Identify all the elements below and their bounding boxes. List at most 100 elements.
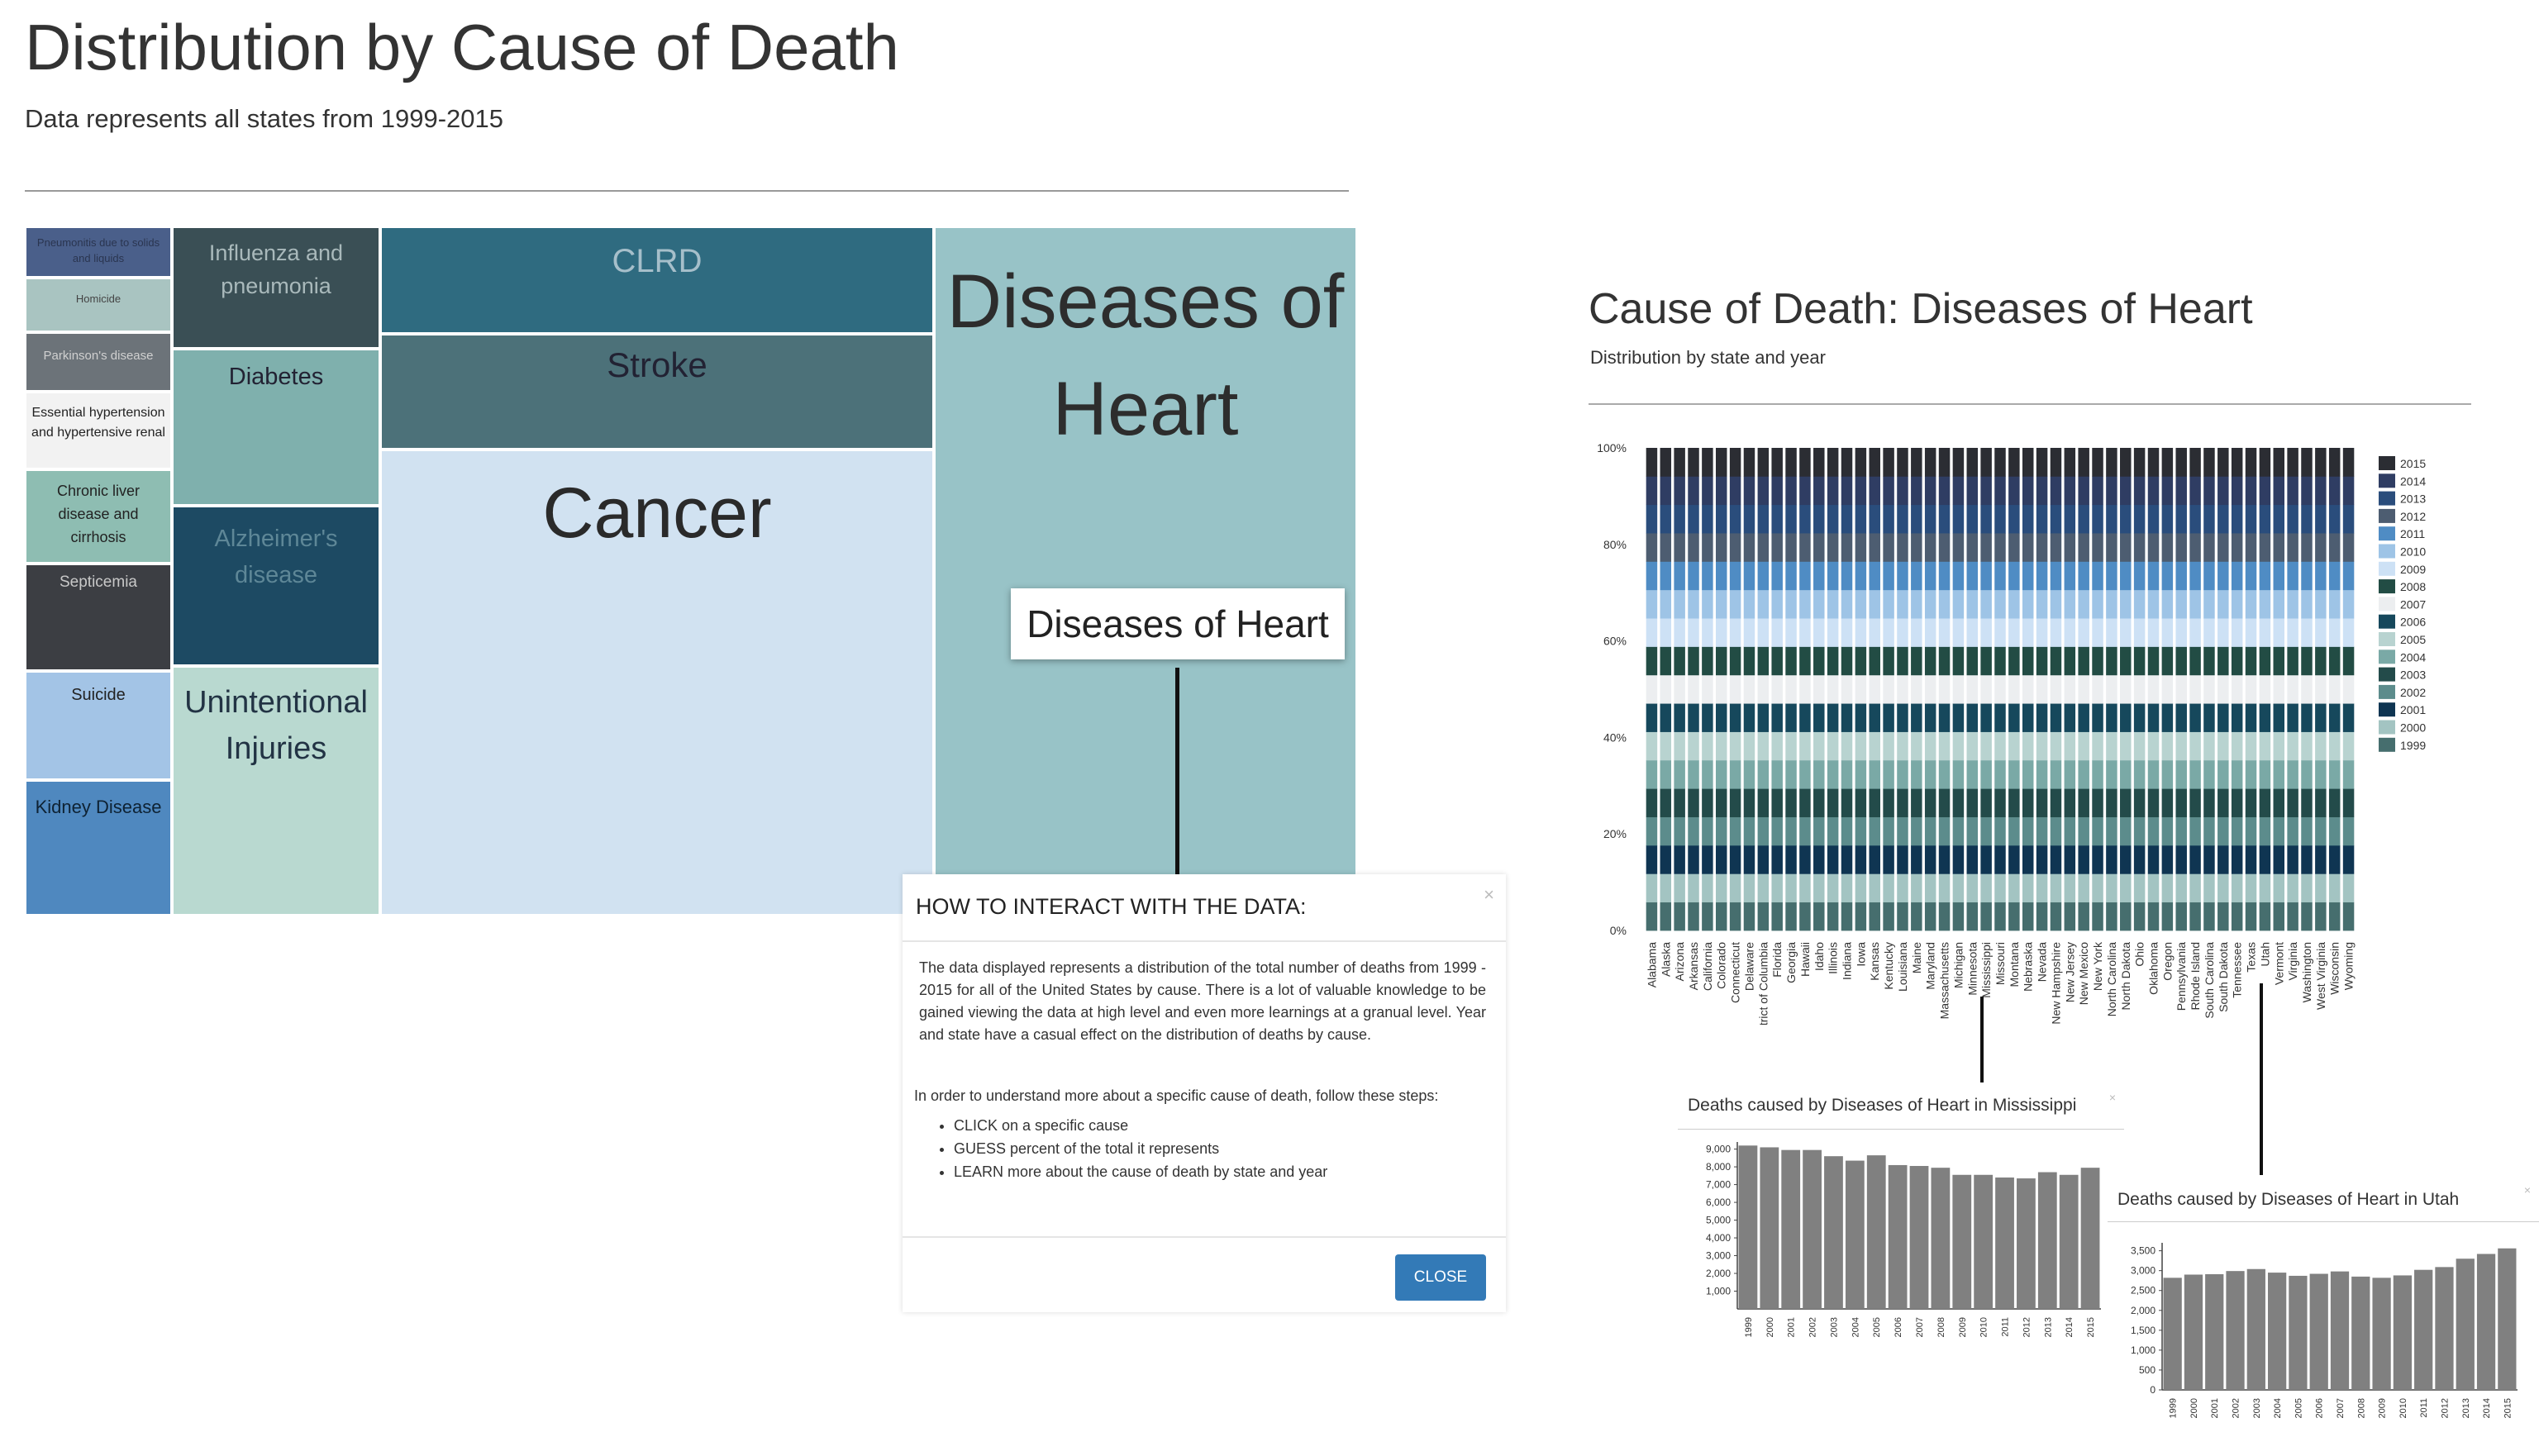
mississippi-close-icon[interactable]: ×: [2108, 1091, 2116, 1104]
y-tick-label: 40%: [1603, 730, 1627, 744]
bar-segment: [1771, 759, 1783, 789]
bar-segment: [2064, 561, 2076, 591]
bar-segment: [1771, 561, 1783, 591]
bar-segment: [1938, 845, 1951, 874]
x-tick-label: 2001: [1787, 1317, 1797, 1337]
bar-segment: [2161, 504, 2174, 534]
bar-segment: [2203, 504, 2215, 534]
bar: [2226, 1271, 2245, 1390]
treemap-tile-pneumonitis[interactable]: Pneumonitis due to solids and liquids: [25, 226, 172, 278]
bar-segment: [1841, 759, 1853, 789]
bar-segment: [1994, 533, 2006, 562]
y-tick-label: 1,000: [1706, 1286, 1731, 1297]
bar-segment: [1938, 448, 1951, 477]
treemap-tile-homicide[interactable]: Homicide: [25, 278, 172, 332]
legend-label: 1999: [2400, 739, 2426, 752]
utah-close-icon[interactable]: ×: [2523, 1183, 2531, 1197]
x-tick-label: 2002: [1808, 1317, 1818, 1337]
treemap-tile-suicide[interactable]: Suicide: [25, 671, 172, 780]
bar-segment: [1980, 476, 1992, 506]
x-tick-label: Rhode Island: [2189, 942, 2202, 1011]
bar-segment: [2259, 788, 2271, 817]
bar-segment: [1771, 731, 1783, 761]
bar-segment: [1911, 845, 1922, 874]
treemap-tile-clrd[interactable]: CLRD: [380, 226, 934, 334]
bar-segment: [1827, 759, 1839, 789]
bar-segment: [2106, 873, 2117, 903]
bar-segment: [1771, 816, 1783, 846]
treemap-tile-influenza[interactable]: Influenza and pneumonia: [172, 226, 380, 349]
bar-segment: [2342, 504, 2355, 534]
x-tick-label: Michigan: [1951, 942, 1965, 988]
bar-segment: [2078, 589, 2089, 619]
bar-segment: [2078, 845, 2089, 874]
bar-segment: [2301, 448, 2313, 477]
treemap-tile-cancer[interactable]: Cancer: [380, 450, 934, 916]
bar-segment: [1674, 448, 1685, 477]
bar-segment: [2217, 674, 2229, 704]
treemap-tile-diseases-of-heart[interactable]: Diseases of Heart: [934, 226, 1357, 916]
bar-segment: [1924, 646, 1936, 676]
treemap-tile-unintentional-injuries[interactable]: Unintentional Injuries: [172, 666, 380, 916]
x-tick-label: 2005: [2294, 1398, 2303, 1418]
bar-segment: [1924, 533, 1936, 562]
treemap-tile-kidney-disease[interactable]: Kidney Disease: [25, 780, 172, 916]
bar-segment: [1813, 618, 1825, 647]
bar-segment: [1966, 845, 1979, 874]
bar-segment: [2008, 646, 2020, 676]
bar-segment: [2092, 703, 2103, 732]
bar-segment: [2342, 448, 2355, 477]
bar-segment: [1674, 533, 1685, 562]
close-button[interactable]: CLOSE: [1395, 1254, 1486, 1301]
bar-segment: [2078, 873, 2089, 903]
x-tick-label: 2010: [1979, 1317, 1989, 1337]
bar-segment: [2287, 674, 2298, 704]
bar-segment: [1827, 646, 1839, 676]
treemap-tile-diabetes[interactable]: Diabetes: [172, 349, 380, 506]
x-tick-label: 2012: [2022, 1317, 2032, 1337]
x-tick-label: 1999: [2169, 1398, 2179, 1418]
treemap-tile-stroke[interactable]: Stroke: [380, 334, 934, 450]
bar-segment: [1869, 533, 1880, 562]
bar-segment: [2008, 476, 2020, 506]
bar-segment: [2189, 703, 2201, 732]
bar-segment: [2050, 845, 2062, 874]
bar-segment: [2161, 816, 2174, 846]
bar-segment: [1729, 504, 1741, 534]
bar: [2435, 1267, 2454, 1390]
bar-segment: [2287, 476, 2298, 506]
bar-segment: [2133, 902, 2146, 931]
bar-segment: [1660, 448, 1672, 477]
bar-segment: [1688, 759, 1699, 789]
treemap-tile-parkinsons[interactable]: Parkinson's disease: [25, 332, 172, 392]
x-tick-label: New Hampshire: [2049, 942, 2062, 1025]
bar-segment: [1799, 759, 1811, 789]
bar-segment: [2287, 902, 2298, 931]
bar-segment: [1924, 476, 1936, 506]
treemap-tile-alzheimers[interactable]: Alzheimer's disease: [172, 506, 380, 666]
bar-segment: [1799, 561, 1811, 591]
bar-segment: [2315, 873, 2327, 903]
bar: [2059, 1174, 2079, 1309]
bar-segment: [2050, 504, 2062, 534]
bar-segment: [1911, 646, 1922, 676]
bar-segment: [1813, 533, 1825, 562]
bar-segment: [2133, 845, 2146, 874]
bar-segment: [1911, 589, 1922, 619]
treemap-tile-septicemia[interactable]: Septicemia: [25, 564, 172, 671]
bar-segment: [2120, 561, 2132, 591]
modal-close-icon[interactable]: ×: [1484, 884, 1494, 905]
bar-segment: [2301, 788, 2313, 817]
bar-segment: [2245, 504, 2257, 534]
bar-segment: [2161, 788, 2174, 817]
bar-segment: [2175, 674, 2187, 704]
bar-segment: [2301, 618, 2313, 647]
legend-label: 2012: [2400, 510, 2426, 523]
bar-segment: [2245, 618, 2257, 647]
treemap-tile-liver-disease[interactable]: Chronic liver disease and cirrhosis: [25, 469, 172, 564]
bar-segment: [1702, 618, 1713, 647]
treemap-tile-hypertension[interactable]: Essential hypertension and hypertensive …: [25, 392, 172, 469]
bar-segment: [1743, 646, 1755, 676]
bar-segment: [2147, 448, 2160, 477]
bar-segment: [2315, 618, 2327, 647]
